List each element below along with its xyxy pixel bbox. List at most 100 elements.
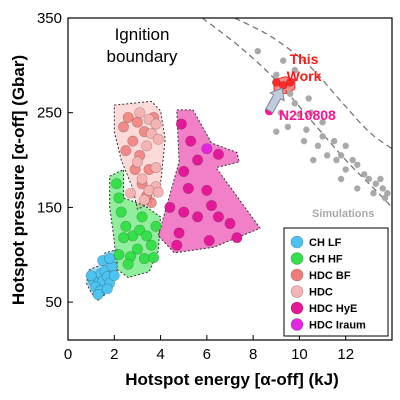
hdc-hye-point bbox=[185, 135, 197, 147]
simulations-point bbox=[273, 128, 280, 135]
x-tick-label: 0 bbox=[64, 346, 72, 363]
ch-hf-point bbox=[118, 232, 130, 244]
hdc-hye-point bbox=[212, 148, 224, 160]
hdc-hye-point bbox=[178, 206, 190, 218]
hdc-iraum-point bbox=[201, 143, 213, 155]
simulations-point bbox=[310, 156, 317, 164]
legend-label-hdc-hye: HDC HyE bbox=[309, 303, 357, 315]
hdc-hye-point bbox=[192, 211, 204, 223]
this-work-label-line1: This bbox=[290, 51, 319, 67]
shot-label: N210808 bbox=[279, 107, 336, 123]
this-work-point bbox=[285, 78, 295, 87]
legend-label-hdc-iraum: HDC Iraum bbox=[309, 320, 366, 332]
simulations-point bbox=[273, 71, 280, 79]
x-tick-label: 2 bbox=[110, 346, 118, 363]
axes-frame bbox=[67, 17, 393, 341]
hdc-point bbox=[134, 107, 146, 119]
hdc-bf-point bbox=[120, 145, 132, 157]
simulations-point bbox=[303, 126, 310, 133]
ch-lf-point bbox=[108, 270, 120, 282]
simulations-point bbox=[314, 142, 322, 150]
legend-marker-hdc-iraum bbox=[290, 318, 304, 331]
ch-hf-point bbox=[115, 206, 127, 218]
arrow-to-this-work bbox=[265, 87, 285, 114]
x-tick-label: 8 bbox=[249, 346, 257, 363]
hdc-hye-point bbox=[175, 118, 187, 130]
hdc-bf-point bbox=[127, 135, 139, 147]
ch-hf-point bbox=[122, 258, 134, 270]
legend-label-ch-hf: CH HF bbox=[309, 254, 343, 266]
simulations-point bbox=[354, 185, 361, 192]
x-axis-title: Hotspot energy [α-off] (kJ) bbox=[125, 370, 339, 389]
hdc-bf-point bbox=[118, 121, 130, 133]
hdc-hye-point bbox=[164, 201, 176, 213]
y-tick-label: 250 bbox=[37, 105, 62, 122]
simulations-point bbox=[291, 66, 298, 74]
simulations-point bbox=[377, 175, 384, 183]
x-tick-label: 4 bbox=[156, 346, 164, 363]
ch-hf-point bbox=[148, 252, 160, 264]
ch-lf-point bbox=[101, 283, 113, 295]
hdc-hye-point bbox=[212, 211, 224, 223]
ignition-boundary-lines bbox=[201, 17, 393, 208]
simulations-point bbox=[365, 175, 373, 183]
hdc-point bbox=[152, 186, 164, 198]
this-work-point bbox=[271, 78, 281, 87]
simulations-point bbox=[370, 190, 377, 197]
ch-lf-point bbox=[85, 270, 97, 282]
hdc-point bbox=[124, 187, 136, 199]
simulations-point bbox=[384, 190, 391, 197]
hdc-point bbox=[145, 128, 157, 140]
ignition-boundary-line-1 bbox=[234, 17, 393, 150]
hdc-hye-point bbox=[192, 154, 204, 166]
ch-hf-point bbox=[111, 178, 123, 190]
hdc-hye-point bbox=[173, 227, 185, 239]
simulations-point bbox=[349, 156, 356, 164]
y-axis-title: Hotspot pressure [α-off] (Gbar) bbox=[9, 55, 28, 305]
simulations-point bbox=[333, 156, 340, 164]
hdc-point bbox=[143, 184, 155, 196]
ch-hf-point bbox=[134, 224, 146, 236]
legend-label-hdc: HDC bbox=[309, 287, 333, 299]
simulations-point bbox=[286, 90, 294, 97]
simulations-point bbox=[342, 142, 349, 150]
simulations-point bbox=[305, 95, 312, 102]
ch-hf-point bbox=[145, 239, 157, 251]
legend-label-ch-lf: CH LF bbox=[309, 237, 342, 249]
arrow-shape bbox=[265, 87, 285, 114]
hdc-bf-point bbox=[131, 116, 143, 128]
x-tick-label: 12 bbox=[337, 346, 354, 363]
ignition-boundary-line-2 bbox=[201, 17, 393, 208]
simulations-point bbox=[337, 175, 345, 183]
hdc-point bbox=[136, 173, 148, 185]
series-points bbox=[85, 47, 391, 301]
ch-hf-point bbox=[138, 253, 150, 265]
simulations-point bbox=[296, 111, 303, 118]
y-tick-label: 150 bbox=[37, 199, 62, 216]
y-tick-label: 350 bbox=[37, 10, 62, 27]
simulations-point bbox=[361, 171, 368, 178]
ignition-label-line1: Ignition bbox=[115, 25, 170, 44]
ch-hf-point bbox=[113, 192, 125, 204]
this-work-label-line2: Work bbox=[287, 68, 322, 84]
legend-marker-ch-lf bbox=[290, 235, 304, 249]
ignition-label-line2: boundary bbox=[107, 47, 178, 66]
hdc-point bbox=[131, 156, 143, 168]
ch-hf-point bbox=[136, 211, 148, 223]
simulations-point bbox=[381, 194, 389, 202]
hdc-hye-point bbox=[201, 184, 213, 196]
simulations-point bbox=[254, 47, 261, 55]
legend-marker-hdc bbox=[290, 285, 304, 298]
simulations-point bbox=[354, 161, 361, 168]
ch-lf-point bbox=[104, 253, 116, 265]
simulations-point bbox=[379, 185, 386, 192]
hdc-point bbox=[152, 133, 164, 145]
simulations-point bbox=[291, 100, 298, 107]
simulations-point bbox=[330, 137, 338, 145]
legend-label-hdc-bf: HDC BF bbox=[309, 270, 351, 282]
simulations-point bbox=[300, 137, 308, 145]
hdc-hye-point bbox=[182, 182, 194, 194]
hdc-point bbox=[150, 162, 162, 174]
legend-marker-hdc-hye bbox=[290, 301, 304, 315]
hdc-hye-point bbox=[171, 239, 183, 251]
